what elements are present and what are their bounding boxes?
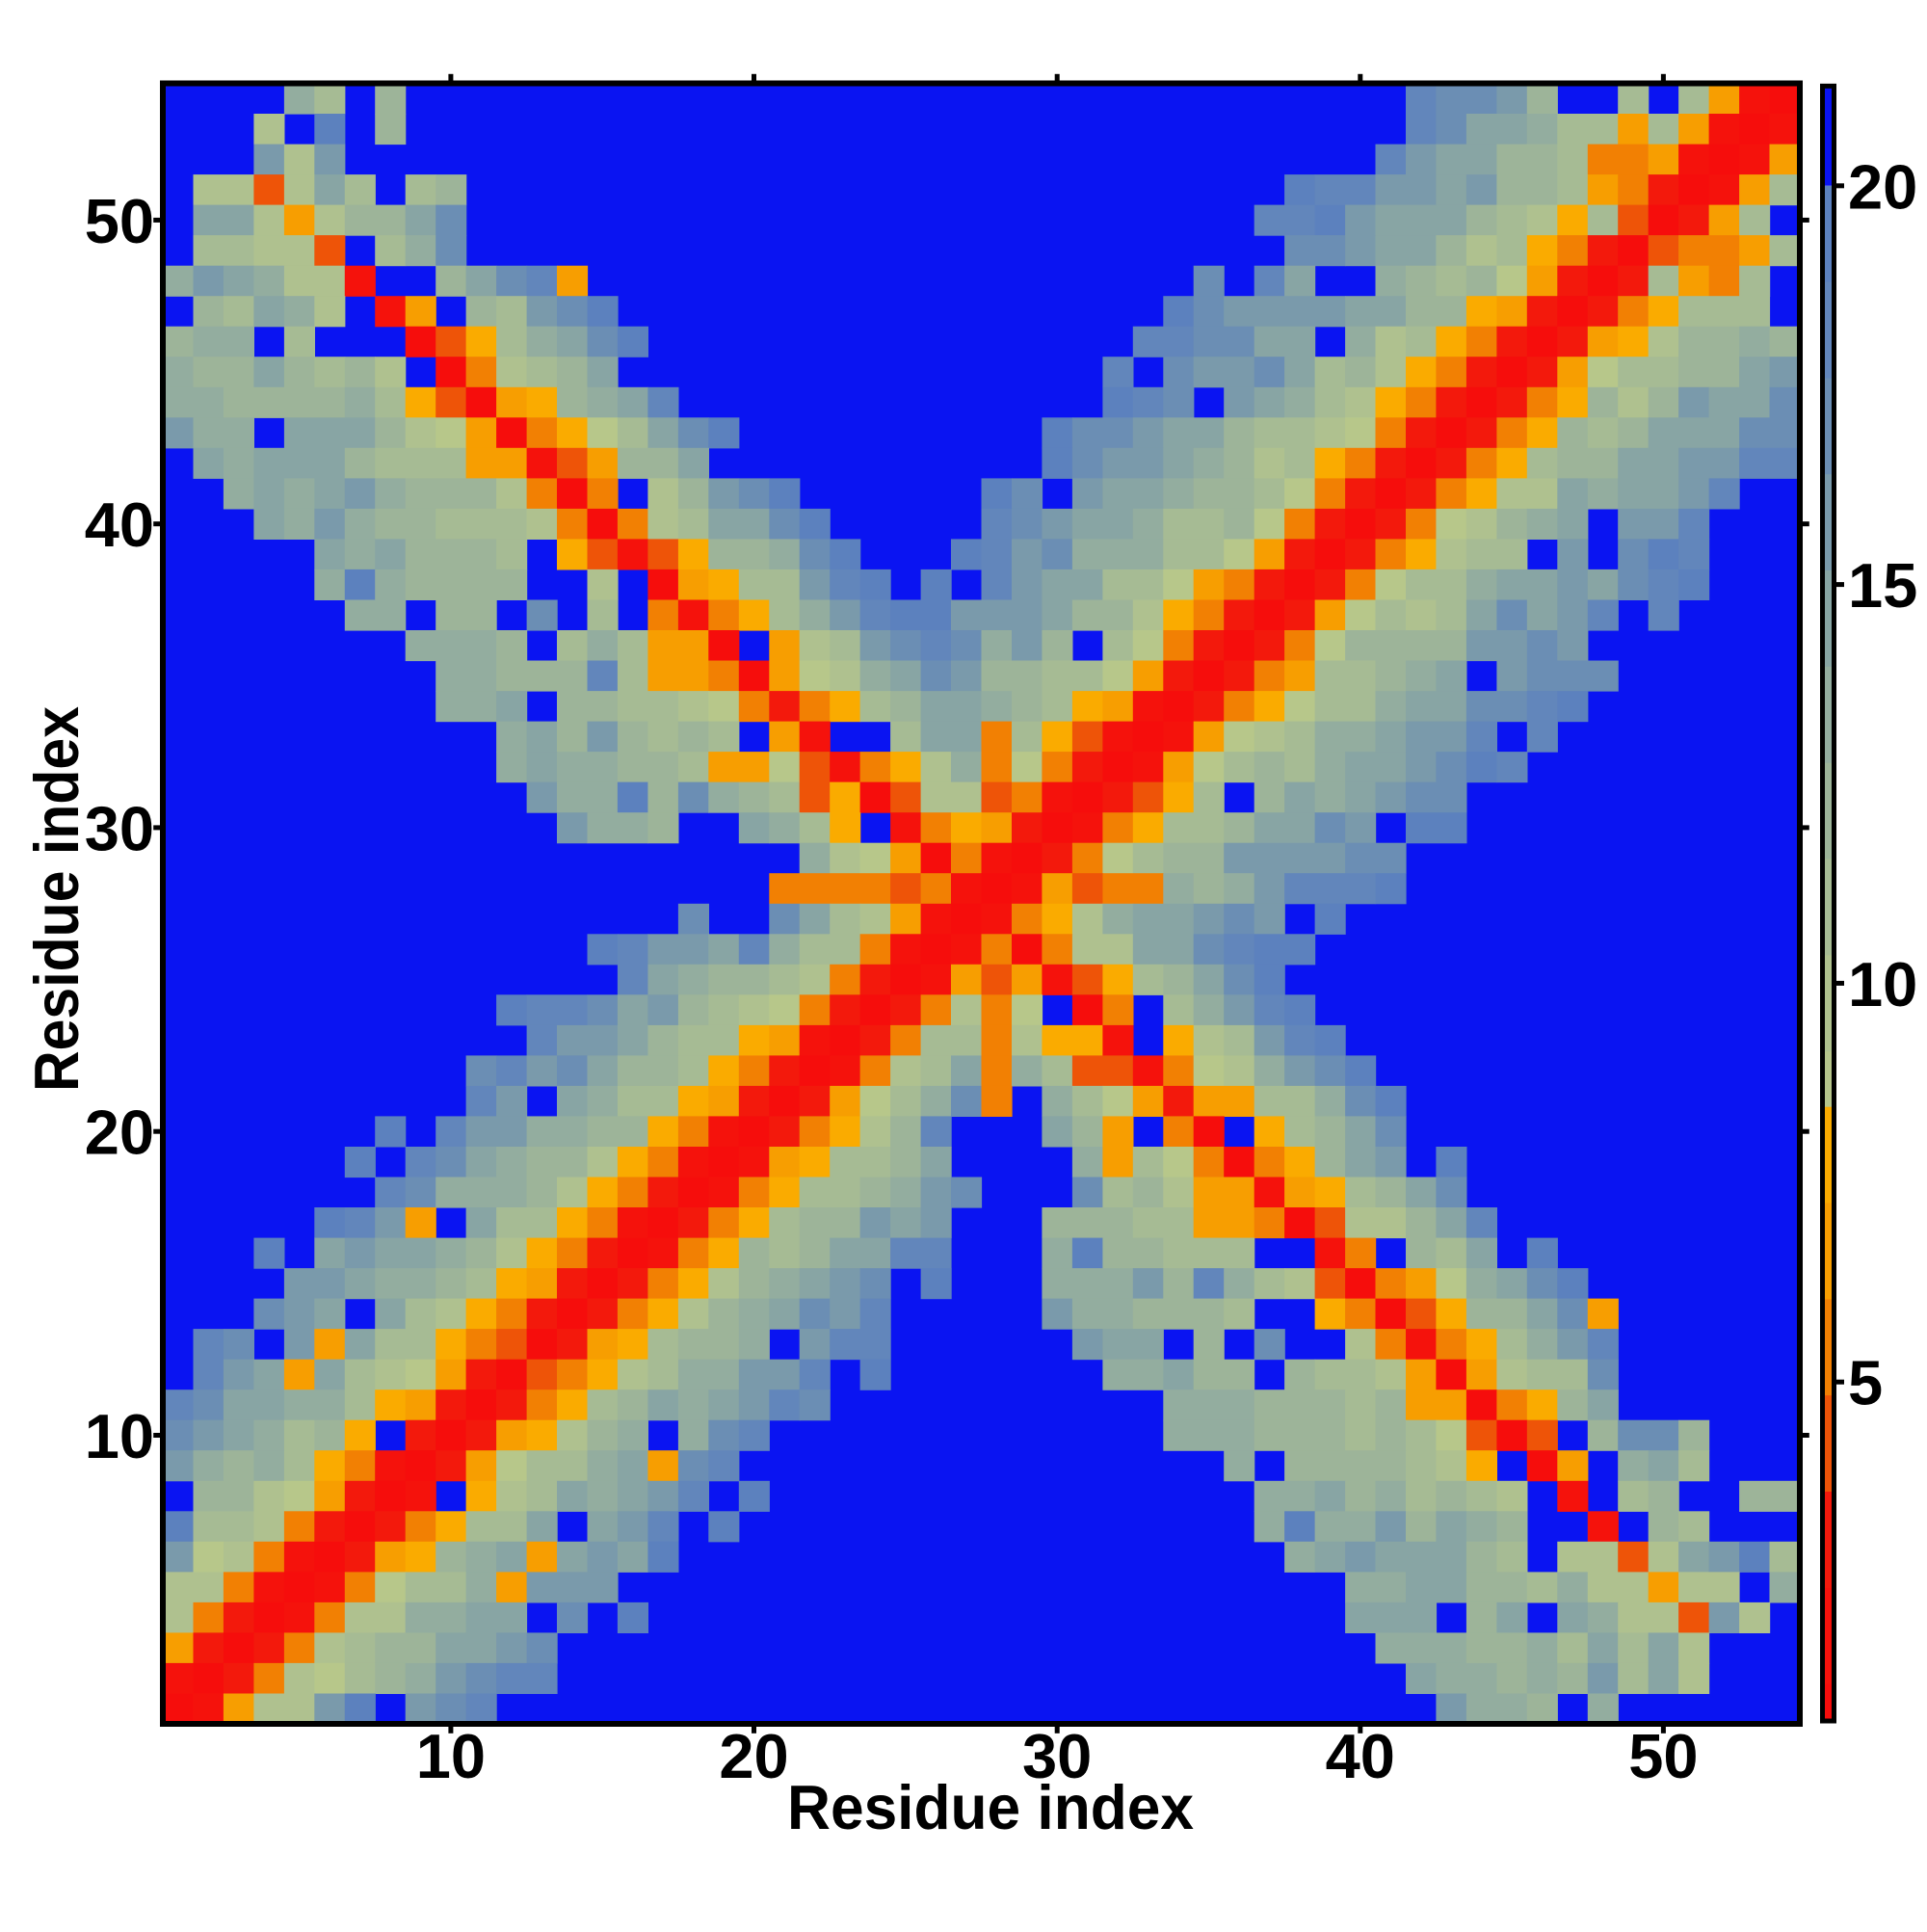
svg-text:10: 10 bbox=[1848, 949, 1917, 1019]
svg-text:30: 30 bbox=[85, 793, 154, 863]
svg-text:40: 40 bbox=[1326, 1721, 1395, 1791]
svg-text:20: 20 bbox=[719, 1721, 788, 1791]
svg-text:40: 40 bbox=[85, 490, 154, 560]
svg-text:5: 5 bbox=[1848, 1348, 1883, 1418]
svg-text:15: 15 bbox=[1848, 550, 1917, 621]
svg-text:10: 10 bbox=[85, 1401, 154, 1471]
svg-text:10: 10 bbox=[416, 1721, 486, 1791]
svg-text:Residue index: Residue index bbox=[21, 706, 92, 1092]
svg-text:50: 50 bbox=[1628, 1721, 1698, 1791]
svg-text:20: 20 bbox=[1848, 151, 1917, 222]
svg-text:30: 30 bbox=[1022, 1721, 1092, 1791]
svg-text:50: 50 bbox=[85, 186, 154, 256]
svg-text:Residue index: Residue index bbox=[787, 1772, 1194, 1842]
svg-text:20: 20 bbox=[85, 1098, 154, 1168]
